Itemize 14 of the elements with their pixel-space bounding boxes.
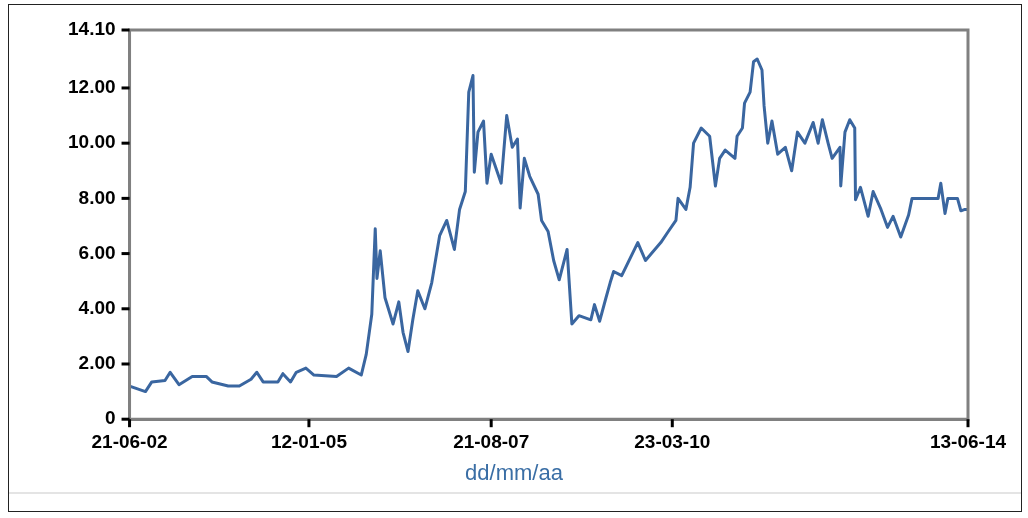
y-tick-label: 2.00 (78, 352, 116, 374)
x-tick-label: 21-06-02 (91, 430, 168, 452)
x-tick-label: 13-06-14 (929, 430, 1007, 452)
x-tick-label: 21-08-07 (453, 430, 530, 452)
y-tick-label: 14.10 (68, 18, 116, 40)
y-tick-label: 0 (104, 407, 116, 429)
y-tick-label: 8.00 (78, 186, 116, 208)
y-tick-label: 12.00 (68, 76, 116, 98)
x-tick-label: 12-01-05 (270, 430, 348, 452)
y-tick-label: 10.00 (68, 131, 116, 153)
x-tick-label: 23-03-10 (634, 430, 711, 452)
y-tick-label: 4.00 (78, 297, 116, 319)
x-axis-title: dd/mm/aa (464, 460, 564, 486)
y-tick-label: 6.00 (78, 241, 116, 263)
